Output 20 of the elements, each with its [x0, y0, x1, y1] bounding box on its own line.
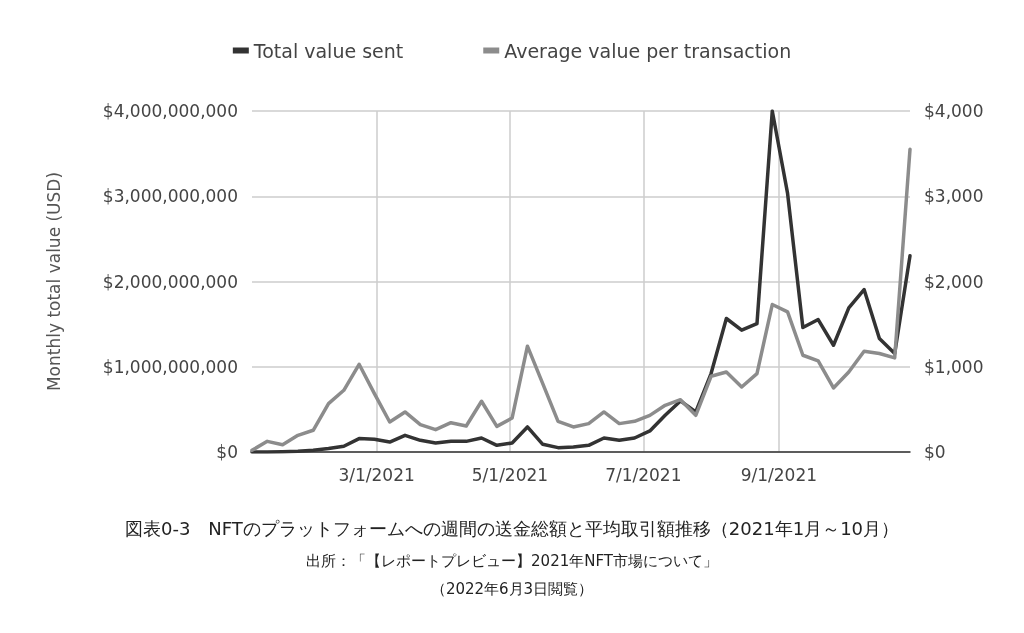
x-tick-label: 3/1/2021: [338, 464, 415, 485]
y-tick-label: $2,000,000,000: [102, 271, 238, 292]
x-tick-label: 9/1/2021: [740, 464, 818, 485]
text: 出所：「【レポートプレビュー】2021年NFT市場について」: [306, 551, 718, 570]
y-tick-label: $0: [216, 442, 238, 462]
y2-tick-label: $4,000: [924, 101, 984, 121]
text: 図表0-3 NFTのプラットフォームへの週間の送金総額と平均取引額推移（2021年1月～10月）: [124, 517, 900, 539]
x-tick-label: 5/1/2021: [471, 464, 549, 485]
y2-tick-label: $2,000: [924, 271, 984, 292]
legend-label: Average value per transaction: [504, 39, 792, 62]
legend-label: Total value sent: [252, 39, 404, 62]
y2-tick-label: $0: [924, 442, 946, 462]
y2-tick-label: $1,000: [924, 356, 984, 377]
y2-tick-label: $3,000: [924, 186, 984, 207]
x-tick-label: 7/1/2021: [605, 464, 682, 485]
y-tick-label: $4,000,000,000: [102, 101, 238, 121]
y-tick-label: $3,000,000,000: [102, 186, 238, 207]
text: （2022年6月3日閲覧）: [430, 579, 594, 598]
y-axis-title: Monthly total value (USD): [43, 171, 64, 392]
y-tick-label: $1,000,000,000: [102, 356, 238, 377]
